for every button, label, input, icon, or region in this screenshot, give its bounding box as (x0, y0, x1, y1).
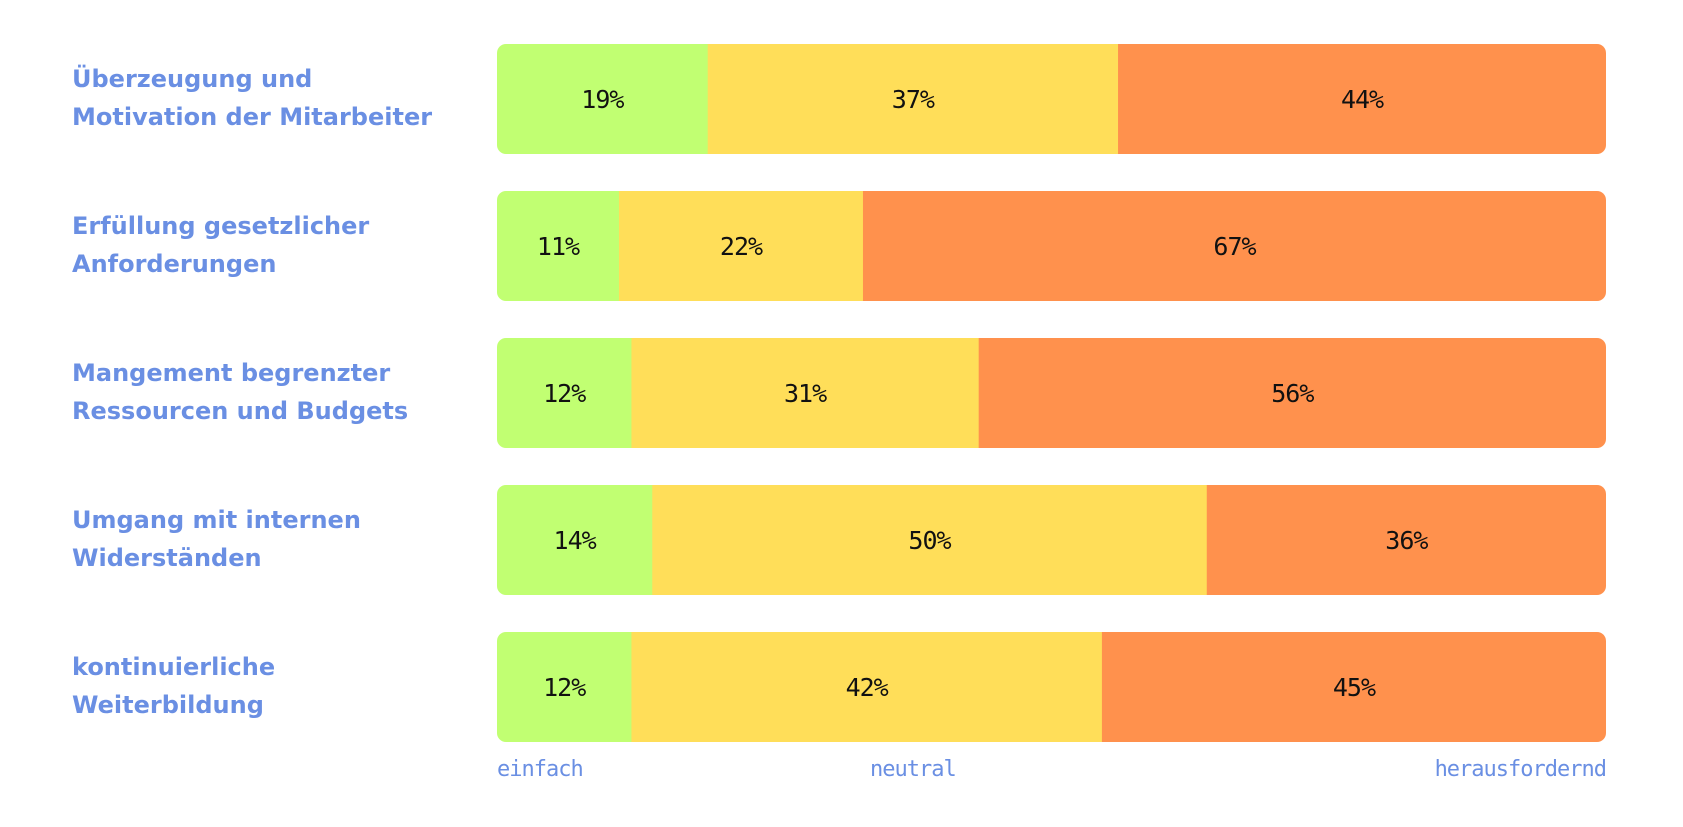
row-label: Mangement begrenzter Ressourcen und Budge… (72, 359, 408, 425)
bar-segment-neutral (652, 485, 1208, 595)
bar-row (497, 485, 1606, 595)
bar-segment-herausfordernd (862, 191, 1606, 301)
scale-labels: einfach neutral herausfordernd (497, 757, 1607, 782)
bars (497, 44, 1606, 742)
scale-label-neutral: neutral (870, 757, 956, 782)
bar-value-label: 36% (1385, 526, 1428, 555)
row-label: kontinuierliche Weiterbildung (72, 653, 275, 719)
bar-segment-einfach (497, 191, 620, 301)
row-label-line: Anforderungen (72, 250, 276, 278)
bar-value-label: 19% (581, 85, 624, 114)
bar-segment-neutral (707, 44, 1119, 154)
row-label: Umgang mit internen Widerständen (72, 506, 361, 572)
bar-segment-herausfordernd (1118, 44, 1606, 154)
row-label-line: Weiterbildung (72, 691, 264, 719)
row-label-line: Widerständen (72, 544, 262, 572)
bar-value-label: 22% (720, 232, 763, 261)
row-label-line: Mangement begrenzter (72, 359, 390, 387)
bar-segment-einfach (497, 44, 709, 154)
scale-label-einfach: einfach (497, 757, 583, 782)
bar-row (497, 632, 1606, 742)
value-labels: 19% 37% 44% 11% 22% 67% 12% 31% 56% 14% 50% 36% 12% 4… (537, 85, 1429, 702)
scale-label-herausfordernd: herausfordernd (1435, 757, 1606, 782)
bar-row (497, 338, 1606, 448)
row-label-line: Umgang mit internen (72, 506, 361, 534)
bar-segment-herausfordernd (1206, 485, 1606, 595)
bar-value-label: 11% (537, 232, 580, 261)
bar-value-label: 12% (543, 379, 586, 408)
bar-segment-neutral (618, 191, 864, 301)
bar-segment-einfach (497, 338, 632, 448)
row-label-line: Motivation der Mitarbeiter (72, 103, 432, 131)
bar-value-label: 37% (892, 85, 935, 114)
bar-value-label: 14% (554, 526, 597, 555)
row-label-line: kontinuierliche (72, 653, 275, 681)
row-label-line: Erfüllung gesetzlicher (72, 212, 369, 240)
row-label-line: Ressourcen und Budgets (72, 397, 408, 425)
bar-value-label: 50% (908, 526, 951, 555)
bar-value-label: 42% (846, 673, 889, 702)
bar-segment-herausfordernd (978, 338, 1606, 448)
bar-row (497, 44, 1606, 154)
bar-segment-neutral (631, 632, 1103, 742)
bar-row (497, 191, 1606, 301)
bar-value-label: 31% (784, 379, 827, 408)
bar-segment-einfach (497, 485, 653, 595)
row-label: Erfüllung gesetzlicher Anforderungen (72, 212, 369, 278)
bar-value-label: 45% (1333, 673, 1376, 702)
bar-value-label: 56% (1271, 379, 1314, 408)
row-labels: Überzeugung und Motivation der Mitarbeite… (72, 63, 432, 719)
bar-segment-herausfordernd (1101, 632, 1606, 742)
bar-segment-einfach (497, 632, 632, 742)
bar-value-label: 44% (1341, 85, 1384, 114)
bar-value-label: 12% (543, 673, 586, 702)
bar-value-label: 67% (1213, 232, 1256, 261)
row-label: Überzeugung und Motivation der Mitarbeite… (72, 63, 432, 131)
row-label-line: Überzeugung und (72, 63, 312, 93)
bar-segment-neutral (631, 338, 980, 448)
